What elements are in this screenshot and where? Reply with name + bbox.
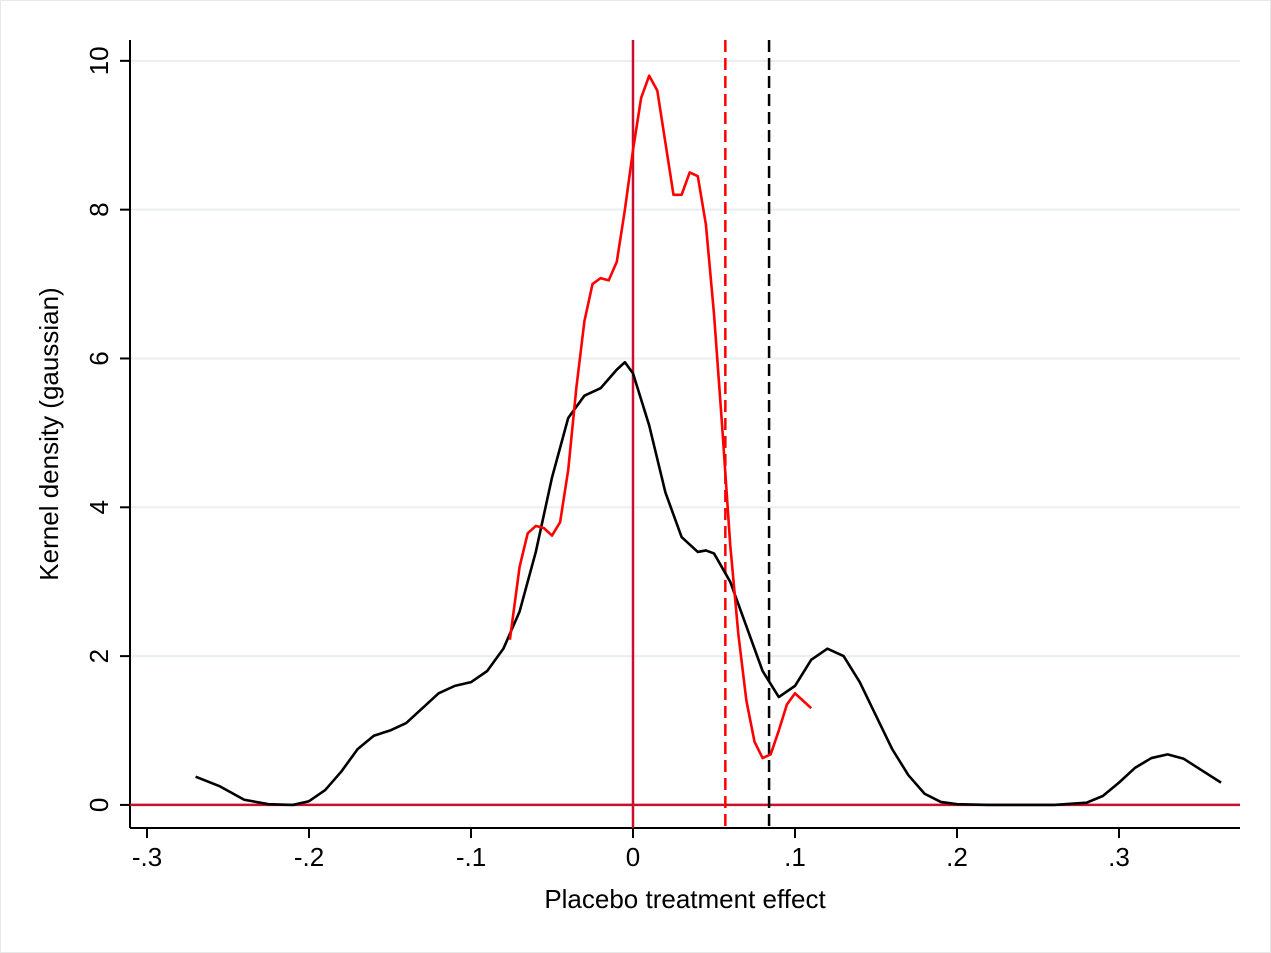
x-tick-label: -.3 xyxy=(132,842,162,872)
x-tick-label: -.1 xyxy=(456,842,486,872)
y-tick-label: 6 xyxy=(84,351,114,365)
y-tick-label: 4 xyxy=(84,500,114,514)
x-tick-label: -.2 xyxy=(294,842,324,872)
y-tick-label: 0 xyxy=(84,798,114,812)
density-line xyxy=(508,74,813,760)
density-line xyxy=(195,360,1222,807)
x-tick-label: 0 xyxy=(626,842,640,872)
y-tick-label: 8 xyxy=(84,202,114,216)
y-axis-title: Kernel density (gaussian) xyxy=(34,287,64,580)
x-tick-label: .3 xyxy=(1108,842,1130,872)
y-tick-label: 10 xyxy=(84,46,114,75)
y-tick-label: 2 xyxy=(84,649,114,663)
x-tick-label: .2 xyxy=(946,842,968,872)
x-axis-title: Placebo treatment effect xyxy=(544,884,826,914)
x-tick-label: .1 xyxy=(784,842,806,872)
